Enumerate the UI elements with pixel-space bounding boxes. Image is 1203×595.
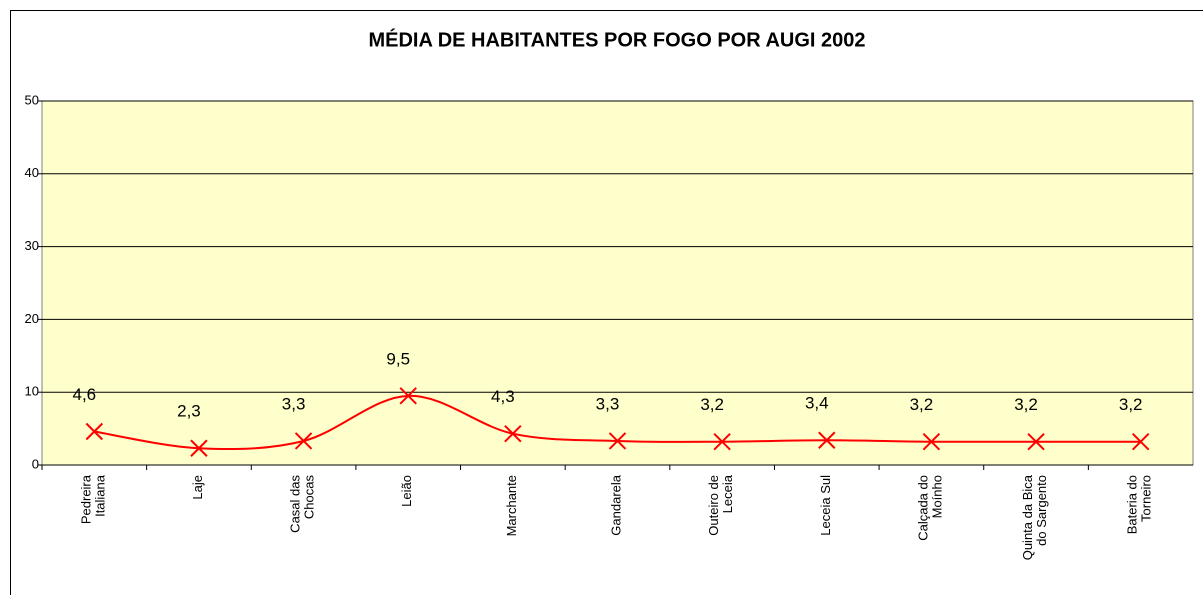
value-label: 2,3 (177, 402, 201, 421)
x-tick-label: PedreiraItaliana (79, 474, 108, 524)
marker (608, 432, 627, 450)
y-tick-label: 0 (32, 456, 39, 471)
marker (190, 439, 208, 457)
marker (818, 431, 836, 449)
value-label: 3,2 (1119, 395, 1143, 414)
marker (713, 432, 731, 451)
value-label: 3,3 (282, 394, 306, 413)
marker (294, 432, 313, 450)
value-label: 4,3 (491, 387, 515, 406)
marker (1131, 432, 1150, 451)
marker (85, 422, 104, 441)
x-tick-label: Calçada doMoínho (916, 475, 945, 541)
x-tick-label: Casal dasChocas (288, 475, 317, 533)
x-tick-label: Leceia Sul (818, 475, 833, 536)
value-label: 3,3 (596, 394, 620, 413)
x-tick-label: Bateria doTorneiro (1125, 475, 1154, 534)
value-label: 3,2 (700, 395, 724, 414)
x-tick-label: Marchante (504, 475, 519, 536)
plot-area (41, 100, 1194, 466)
chart-title: MÉDIA DE HABITANTES POR FOGO POR AUGI 20… (368, 28, 865, 51)
x-tick-label: Gandarela (609, 474, 624, 535)
y-tick-label: 40 (25, 165, 39, 180)
value-label: 9,5 (386, 349, 410, 368)
x-tick-label: Laje (190, 475, 205, 500)
y-tick-label: 10 (25, 384, 39, 399)
y-tick-label: 20 (25, 311, 39, 326)
value-label: 3,2 (910, 395, 934, 414)
marker (504, 424, 522, 443)
y-tick-label: 50 (25, 92, 39, 107)
value-label: 4,6 (72, 385, 96, 404)
value-label: 3,2 (1014, 395, 1038, 414)
marker (922, 432, 941, 451)
x-tick-label: Quinta da Bicado Sargento (1020, 474, 1049, 560)
marker (1027, 432, 1045, 451)
marker (399, 387, 417, 405)
value-label: 3,4 (805, 394, 829, 413)
y-tick-label: 30 (25, 238, 39, 253)
x-tick-label: Outeiro deLeceia (707, 474, 736, 535)
x-tick-label: Leião (400, 475, 415, 507)
